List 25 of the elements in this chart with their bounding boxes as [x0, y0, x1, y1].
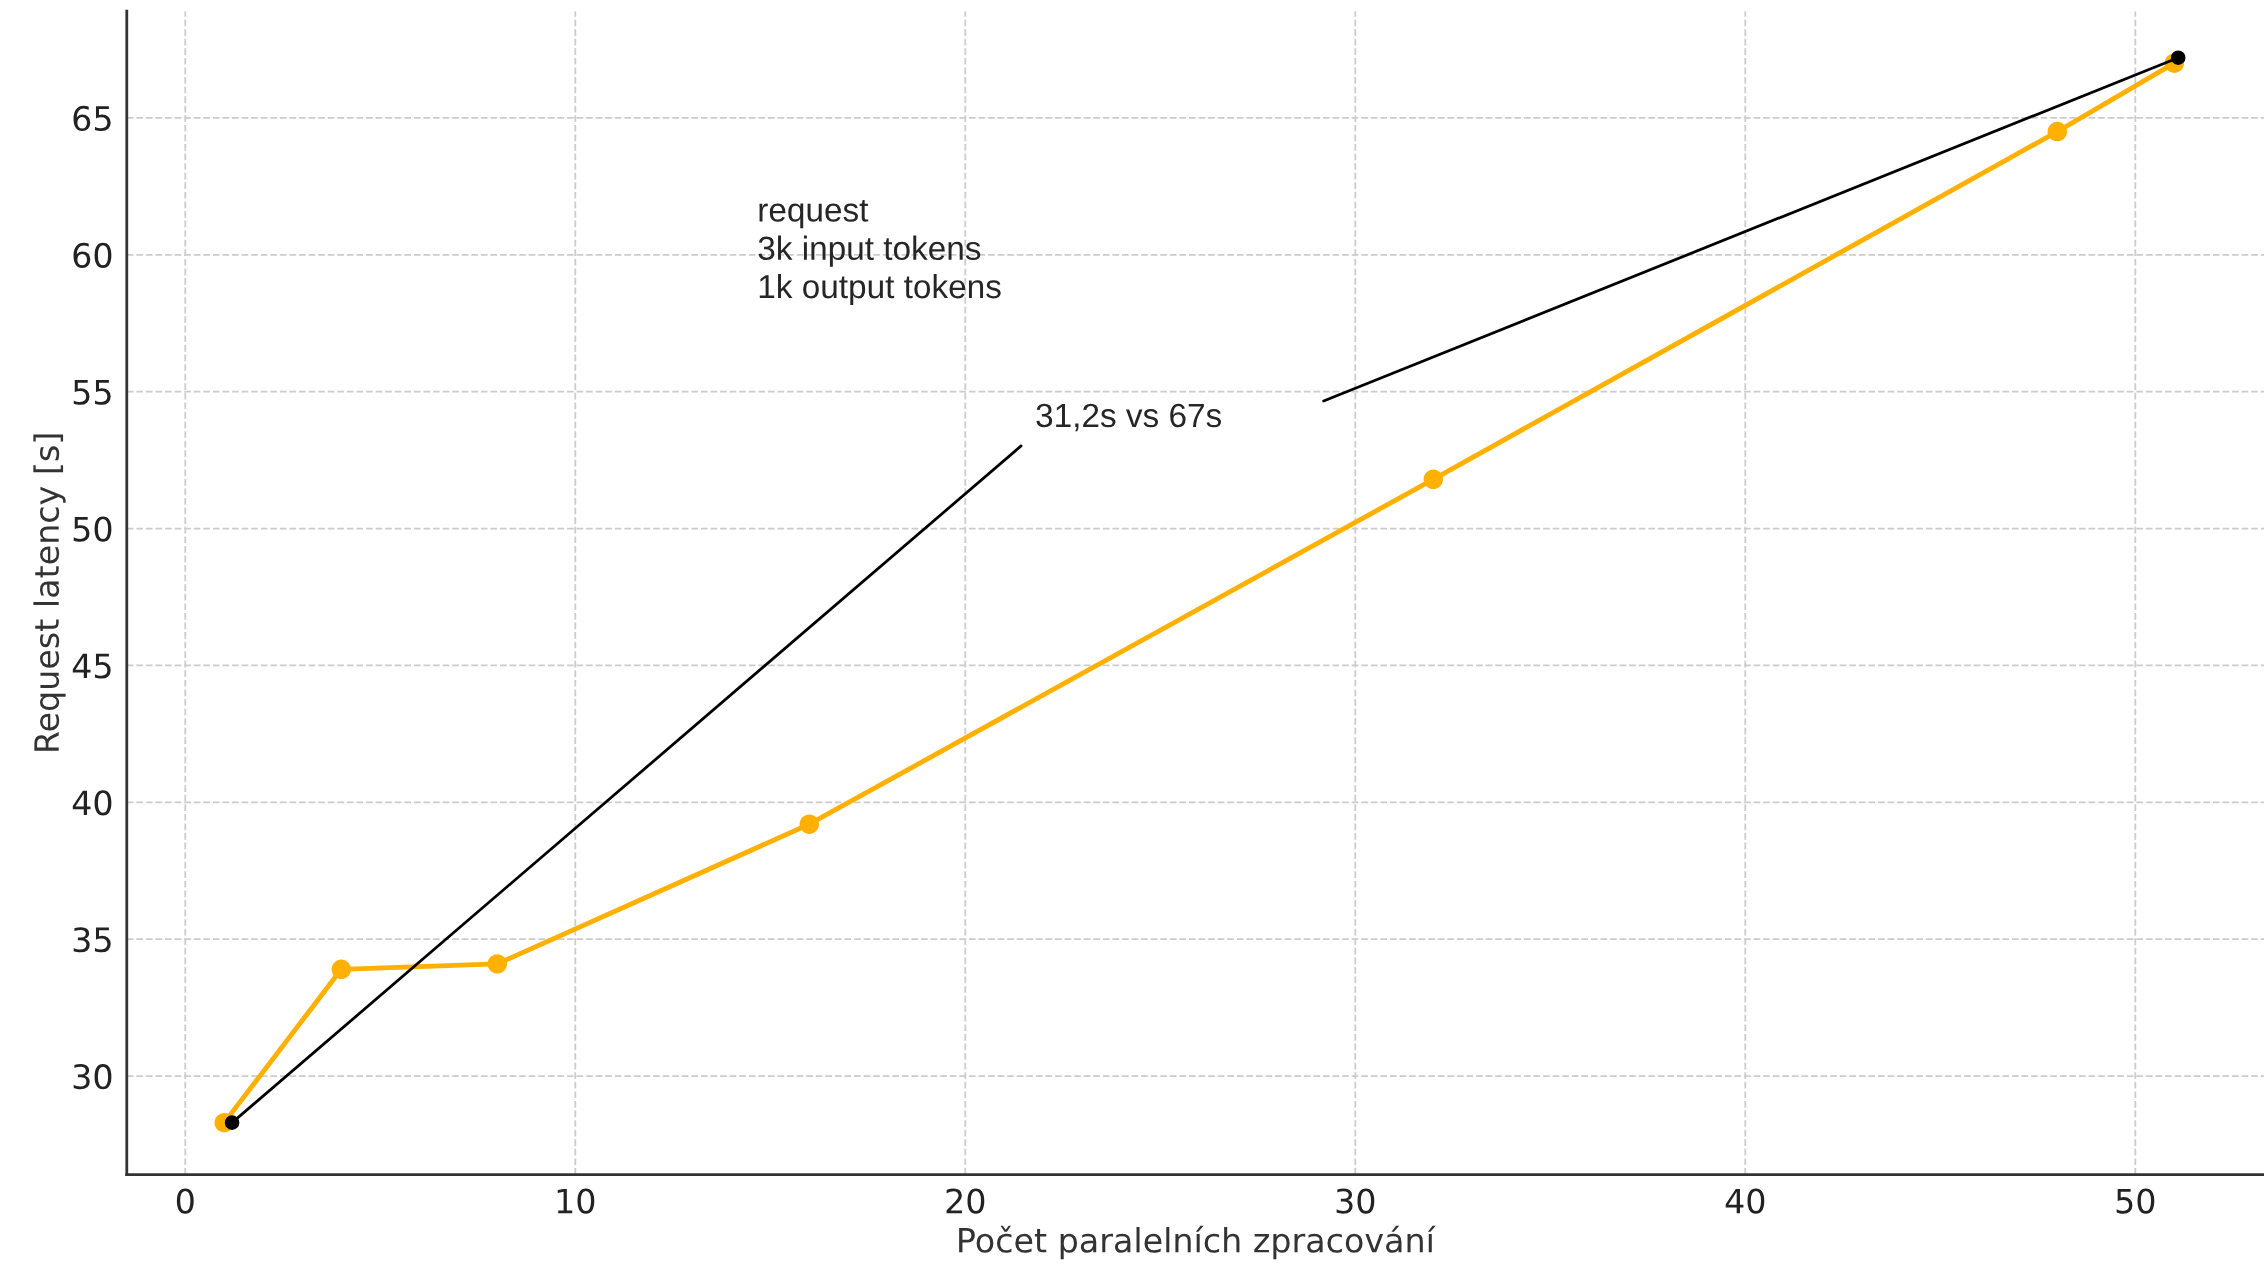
point — [2170, 50, 2186, 65]
annotation: request 3k input tokens 1k output tokens — [758, 199, 1001, 306]
annotation: 31,2s vs 67s — [1036, 403, 1222, 432]
y-tick-label: 35 — [73, 927, 111, 953]
y-tick-label: 55 — [73, 380, 111, 405]
point — [1423, 469, 1444, 489]
y-tick-label: 30 — [73, 1064, 112, 1090]
point — [331, 959, 352, 980]
y-tick-label: 45 — [72, 653, 111, 679]
point — [487, 954, 508, 974]
x-tick-label: 20 — [946, 1188, 985, 1214]
x-tick-label: 0 — [176, 1188, 194, 1214]
y-tick-label: 65 — [73, 105, 111, 132]
x-tick-label: 50 — [2116, 1188, 2155, 1214]
x-tick-label: 10 — [557, 1188, 595, 1214]
x-axis-title: Počet paralelních zpracování — [959, 1225, 1436, 1260]
y-tick-label: 40 — [72, 790, 112, 816]
point — [224, 1115, 240, 1130]
y-tick-label: 50 — [73, 516, 112, 542]
x-tick-label: 30 — [1336, 1188, 1375, 1214]
point — [2047, 121, 2068, 142]
point — [799, 814, 820, 834]
x-tick-label: 40 — [1725, 1188, 1765, 1214]
y-axis-title: Request latency [s] — [33, 434, 66, 751]
y-tick-label: 60 — [73, 242, 112, 268]
